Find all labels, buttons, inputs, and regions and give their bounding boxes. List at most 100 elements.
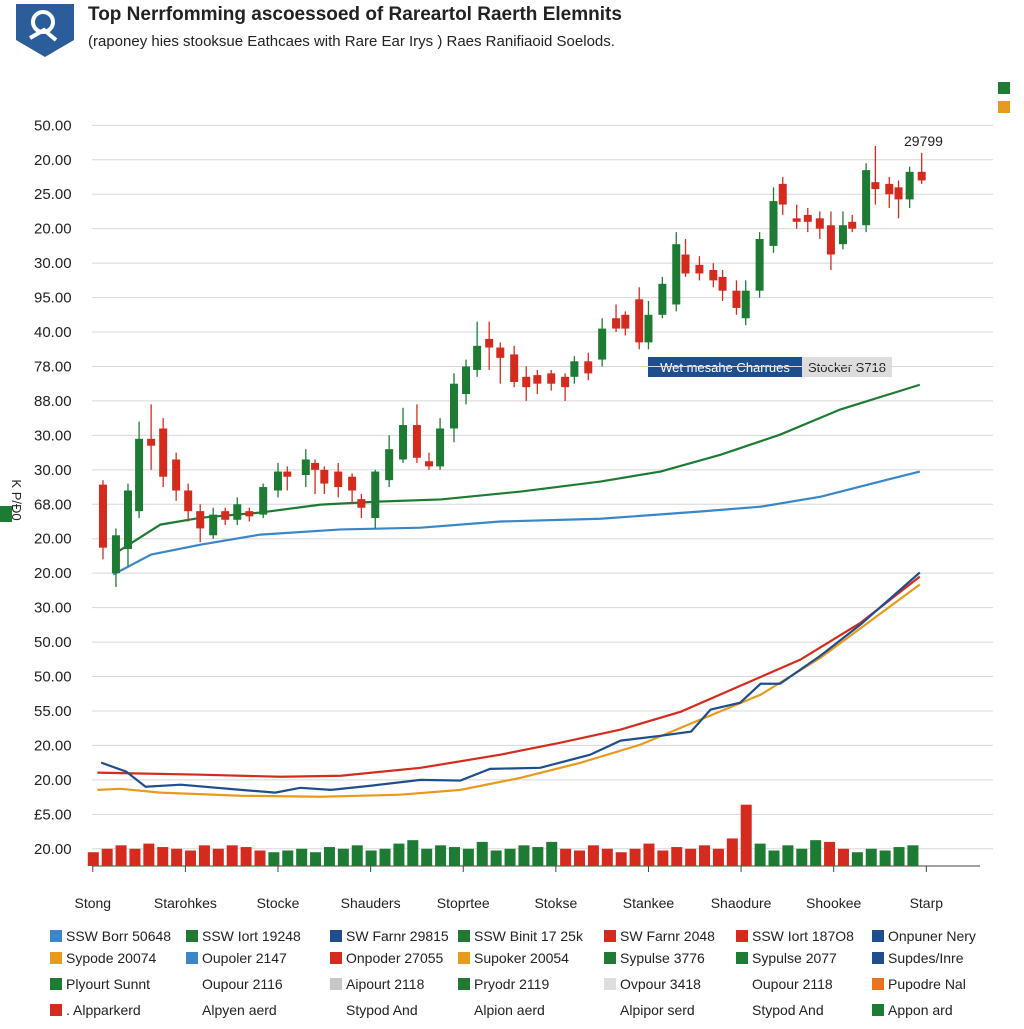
legend-label: Sypulse 3776 [620,950,705,966]
legend-swatch [0,506,12,522]
volume-bar [323,847,335,866]
y-tick-label: 20.00 [34,531,72,548]
candle-body [871,182,880,190]
candle-body [672,244,681,305]
legend-swatch [186,952,198,964]
line-series [112,470,921,576]
candle-body [778,183,787,205]
annotation: Wet mesahe Charrues [660,360,790,375]
candle-body [644,314,653,343]
legend-label: Supoker 20054 [474,950,569,966]
x-tick-label: Stokse [534,895,577,911]
y-tick-label: 68.00 [34,496,72,513]
candle-body [221,511,230,520]
legend-swatch [330,930,342,942]
candle-body [334,471,343,488]
candle-body [917,171,926,181]
volume-bar [657,850,669,866]
legend-label: SW Farnr 29815 [346,928,449,944]
legend-label: SSW Borr 50648 [66,928,171,944]
candle-body [320,469,329,484]
legend-swatch [872,978,884,990]
volume-bar [87,852,99,866]
x-tick-label: Stong [74,895,111,911]
volume-bar [532,847,544,866]
volume-bar [115,845,127,866]
candle-body [621,314,630,329]
y-tick-label: 30.00 [34,462,72,479]
volume-bar [476,841,488,866]
candle-body [123,490,132,550]
volume-bar [351,845,363,866]
volume-bar [143,843,155,866]
legend-swatch [736,930,748,942]
candle-body [718,276,727,291]
candle-body [371,471,380,519]
candle-body [449,383,458,429]
candle-body [709,270,718,281]
legend-swatch [330,952,342,964]
annotation-box [802,357,892,377]
volume-bar [435,845,447,866]
candle-body [473,345,482,370]
legend-label: Pryodr 2119 [474,976,549,992]
y-tick-label: 30.00 [34,427,72,444]
candle-body [357,499,366,508]
candle-body [245,511,254,517]
legend-label: SW Farnr 2048 [620,928,715,944]
candle-body [681,254,690,274]
legend-swatch [872,1004,884,1016]
volume-bar [365,850,377,866]
y-axis-label: K P/Ɖ0 [9,479,24,520]
candle-body [399,425,408,460]
candle-body [732,290,741,308]
annotation-box [648,357,802,377]
volume-bar [768,850,780,866]
x-tick-label: Stocke [257,895,300,911]
candle-body [803,214,812,222]
candle-body [274,471,283,491]
volume-bar [490,850,502,866]
legend-label: . Alpparkerd [66,1002,141,1018]
candle-body [533,375,542,384]
y-tick-label: 20.00 [34,772,72,789]
volume-bar [587,845,599,866]
candle-body [885,183,894,195]
legend-swatch [872,952,884,964]
legend-swatch [872,930,884,942]
volume-bar [851,852,863,866]
legend-label: Stypod And [346,1002,418,1018]
legend-swatch [330,978,342,990]
candle-body [301,459,310,475]
chart-subtitle: (raponey hies stooksue Eathcaes with Rar… [88,33,615,50]
volume-bar [685,848,697,866]
candle-body [561,376,570,388]
legend-swatch [736,952,748,964]
legend-label: Sypulse 2077 [752,950,837,966]
x-tick-label: Starohkes [154,895,217,911]
volume-bar [226,845,238,866]
candle-body [159,428,168,477]
volume-bar [337,848,349,866]
candle-body [283,471,292,477]
volume-bar [407,840,419,866]
line-series [100,571,921,794]
volume-bar [282,850,294,866]
y-tick-label: 20.00 [34,221,72,238]
legend-label: Onpoder 27055 [346,950,444,966]
volume-bar [101,848,113,866]
candle-body [147,438,156,446]
volume-bar [518,845,530,866]
line-series [97,583,921,798]
volume-bar [615,852,627,866]
legend-swatch [604,978,616,990]
candle-body [792,218,801,222]
volume-bar [824,841,836,866]
volume-bar [268,852,280,866]
volume-bar [796,848,808,866]
y-tick-label: 25.00 [34,186,72,203]
candle-body [233,504,242,520]
x-tick-label: Shauders [341,895,401,911]
